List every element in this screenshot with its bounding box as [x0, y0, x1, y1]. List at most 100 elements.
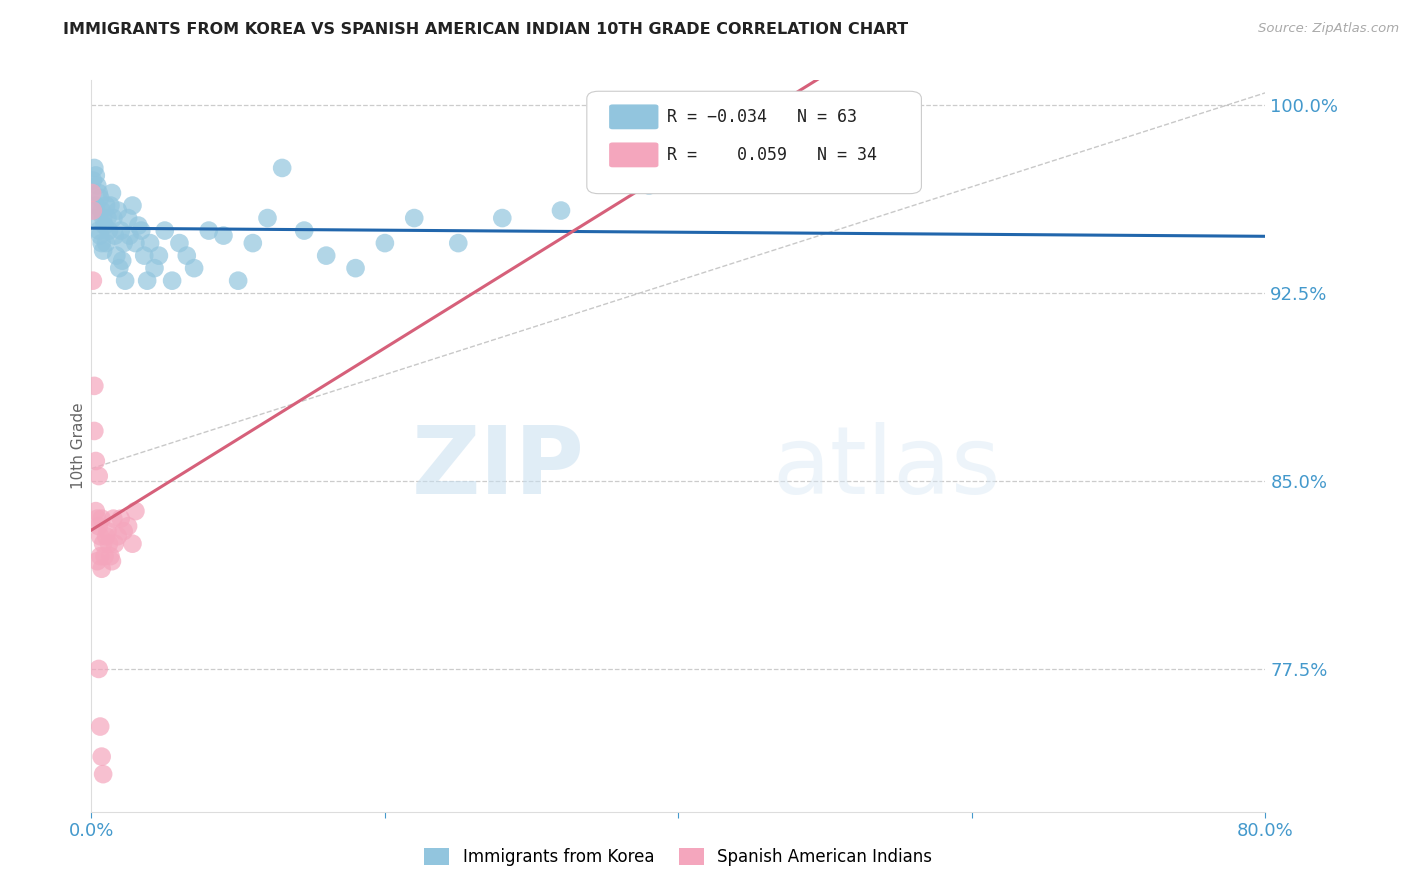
Point	[124, 504, 146, 518]
Text: ZIP: ZIP	[412, 422, 585, 514]
Point	[121, 537, 143, 551]
Point	[344, 261, 367, 276]
Point	[104, 228, 127, 243]
Point	[86, 554, 108, 568]
Point	[82, 274, 104, 288]
Point	[183, 261, 205, 276]
Point	[94, 529, 117, 543]
Point	[129, 223, 152, 237]
Point	[83, 379, 105, 393]
Point	[226, 274, 249, 288]
Point	[103, 211, 125, 225]
Point	[94, 236, 117, 251]
Point	[160, 274, 183, 288]
Point	[139, 236, 162, 251]
Point	[91, 537, 114, 551]
Point	[127, 219, 149, 233]
Point	[112, 524, 135, 538]
Point	[212, 228, 235, 243]
Point	[91, 244, 114, 258]
Point	[90, 749, 112, 764]
Point	[89, 720, 111, 734]
Point	[271, 161, 294, 175]
Point	[550, 203, 572, 218]
Point	[101, 554, 124, 568]
Point	[89, 529, 111, 543]
Point	[638, 178, 661, 193]
Point	[90, 562, 112, 576]
Point	[100, 549, 122, 564]
Point	[98, 223, 121, 237]
Point	[711, 173, 734, 187]
Point	[110, 223, 132, 237]
Point	[83, 203, 105, 218]
Point	[108, 261, 131, 276]
Point	[87, 662, 110, 676]
Point	[197, 223, 219, 237]
Point	[242, 236, 264, 251]
Point	[105, 249, 128, 263]
Point	[256, 211, 278, 225]
Point	[87, 186, 110, 200]
Point	[87, 519, 110, 533]
Point	[87, 223, 110, 237]
Point	[121, 198, 143, 212]
FancyBboxPatch shape	[586, 91, 921, 194]
Point	[148, 249, 170, 263]
Point	[136, 274, 159, 288]
Point	[84, 504, 107, 518]
Point	[86, 511, 108, 525]
Text: atlas: atlas	[772, 422, 1001, 514]
Point	[107, 203, 129, 218]
Point	[169, 236, 191, 251]
Point	[89, 549, 111, 564]
Text: R = −0.034   N = 63: R = −0.034 N = 63	[666, 108, 856, 126]
Point	[292, 223, 315, 237]
Point	[124, 236, 146, 251]
Point	[117, 519, 139, 533]
Legend: Immigrants from Korea, Spanish American Indians: Immigrants from Korea, Spanish American …	[418, 841, 939, 873]
Point	[82, 186, 104, 200]
Point	[134, 249, 156, 263]
Point	[107, 529, 129, 543]
Point	[96, 524, 118, 538]
Point	[104, 537, 127, 551]
Point	[86, 211, 108, 225]
Point	[83, 161, 105, 175]
Point	[86, 178, 108, 193]
Point	[98, 537, 121, 551]
Point	[82, 173, 104, 187]
Y-axis label: 10th Grade: 10th Grade	[70, 402, 86, 490]
Text: R =    0.059   N = 34: R = 0.059 N = 34	[666, 146, 877, 164]
Point	[93, 549, 115, 564]
Point	[101, 186, 124, 200]
Point	[447, 236, 470, 251]
Point	[89, 191, 111, 205]
Point	[90, 203, 112, 218]
Point	[111, 253, 134, 268]
Point	[83, 424, 105, 438]
Text: Source: ZipAtlas.com: Source: ZipAtlas.com	[1258, 22, 1399, 36]
Point	[103, 511, 125, 525]
Point	[90, 511, 112, 525]
Point	[90, 236, 112, 251]
Point	[114, 274, 136, 288]
Point	[374, 236, 396, 251]
Point	[176, 249, 198, 263]
Point	[93, 219, 115, 233]
Point	[87, 469, 110, 483]
Point	[100, 198, 122, 212]
Point	[94, 198, 117, 212]
FancyBboxPatch shape	[609, 104, 658, 129]
Point	[110, 511, 132, 525]
Point	[315, 249, 337, 263]
Point	[89, 228, 111, 243]
Point	[112, 236, 135, 251]
FancyBboxPatch shape	[609, 143, 658, 168]
Point	[82, 203, 104, 218]
Point	[84, 454, 107, 468]
Point	[153, 223, 176, 237]
Point	[404, 211, 426, 225]
Point	[91, 767, 114, 781]
Text: IMMIGRANTS FROM KOREA VS SPANISH AMERICAN INDIAN 10TH GRADE CORRELATION CHART: IMMIGRANTS FROM KOREA VS SPANISH AMERICA…	[63, 22, 908, 37]
